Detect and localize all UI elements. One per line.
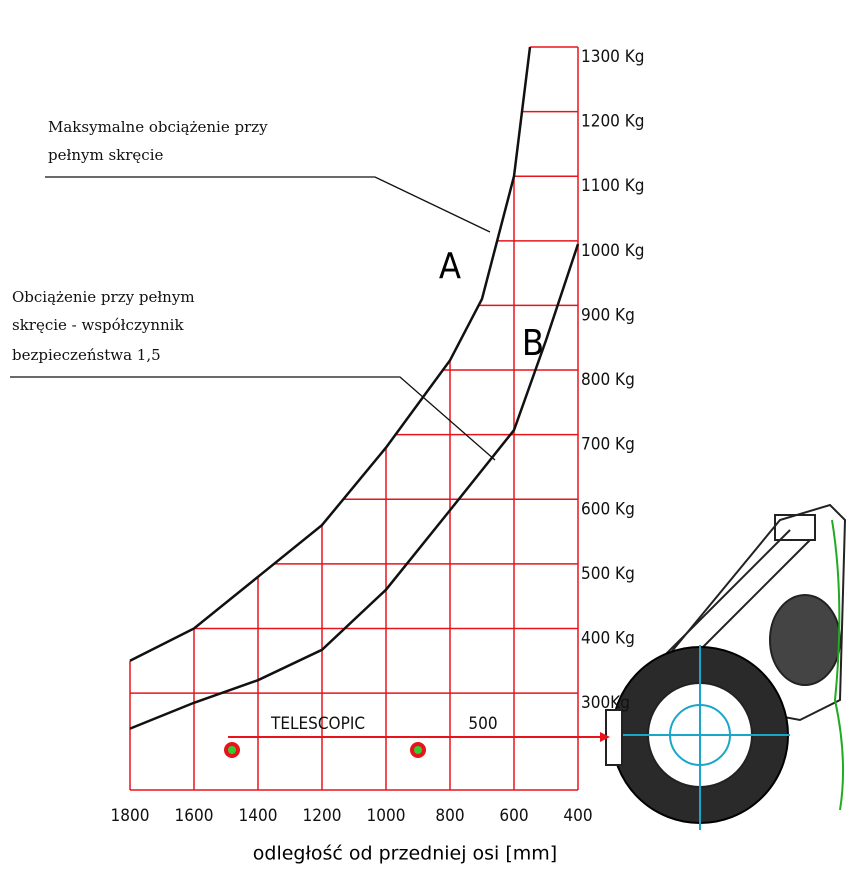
y-tick-label: 1300 Kg [581,47,645,67]
tractor-drawing [606,505,845,830]
x-tick-label: 1000 [367,806,406,826]
x-tick-label: 600 [499,806,528,826]
x-tick-label: 1200 [303,806,342,826]
y-tick-label: 900 Kg [581,305,635,325]
leader-line [45,177,490,232]
y-tick-label: 700 Kg [581,435,635,455]
annotation-line: Maksymalne obciążenie przy [48,118,268,136]
telescopic-label: TELESCOPIC [270,714,365,734]
y-tick-label: 1000 Kg [581,241,645,261]
series-label: A [439,246,461,287]
y-tick-label: 400 Kg [581,628,635,648]
annotation-line: Obciążenie przy pełnym [12,288,195,306]
chart: TELESCOPIC 500 Maksymalne obciążenie prz… [0,0,849,872]
leader-line [10,377,495,460]
telescopic-arrow: TELESCOPIC 500 [224,714,610,758]
telescopic-value: 500 [468,714,497,734]
x-tick-label: 1600 [175,806,214,826]
x-tick-label: 800 [435,806,464,826]
data-line [130,47,530,661]
y-tick-label: 300Kg [581,693,630,713]
annotation-line: bezpieczeństwa 1,5 [12,346,161,364]
y-tick-label: 1200 Kg [581,112,645,132]
annotation-line: pełnym skręcie [48,146,164,164]
grid [130,47,578,790]
x-tick-label: 400 [563,806,592,826]
x-tick-label: 1400 [239,806,278,826]
y-tick-label: 500 Kg [581,564,635,584]
y-tick-label: 1100 Kg [581,176,645,196]
annotation-line: skręcie - współczynnik [12,316,184,334]
y-tick-label: 600 Kg [581,499,635,519]
x-axis-label: odległość od przedniej osi [mm] [253,843,557,865]
x-tick-label: 1800 [111,806,150,826]
y-tick-label: 800 Kg [581,370,635,390]
